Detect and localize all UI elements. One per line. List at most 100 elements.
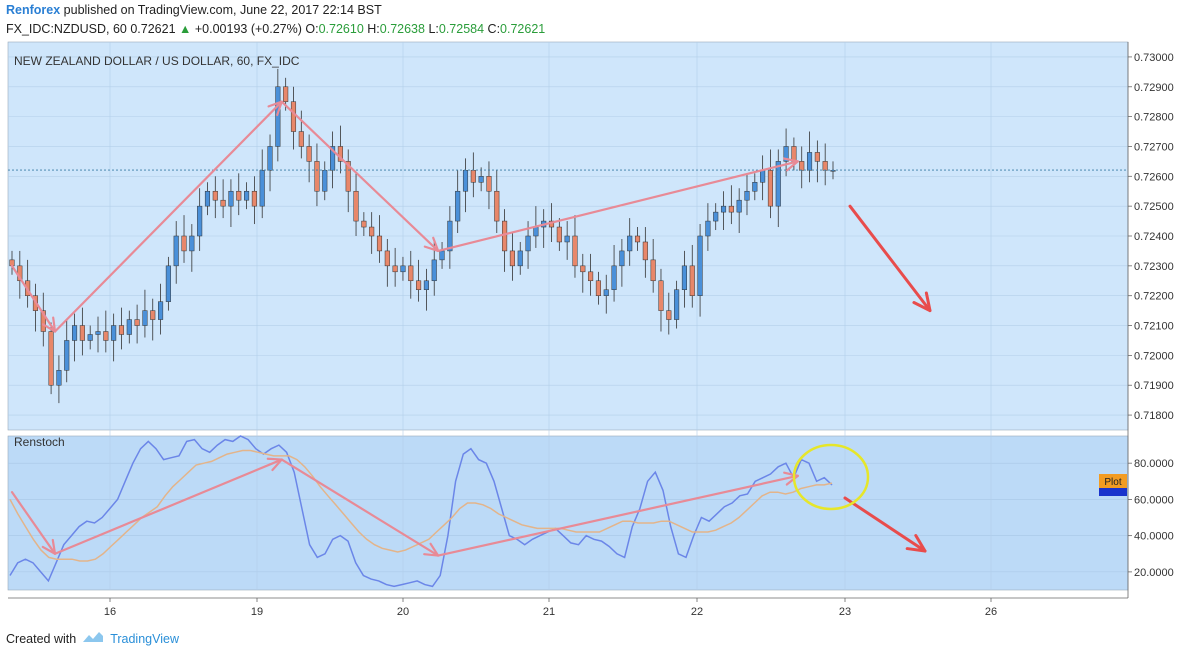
candle-body [220, 199, 226, 207]
ohlc-legend: FX_IDC:NZDUSD, 60 0.72621 ▲ +0.00193 (+0… [6, 22, 545, 36]
candle-body [369, 226, 375, 237]
stoch-projection-arrow-head [905, 534, 927, 553]
candle-body [502, 220, 508, 252]
stoch-trend-arrow [10, 491, 57, 555]
candle-body [572, 235, 578, 267]
stoch-trend-arrow [437, 474, 799, 557]
candle-body [158, 301, 164, 320]
candle-body [283, 86, 289, 102]
candle-body [228, 190, 234, 207]
price-change: +0.00193 (+0.27%) [194, 22, 302, 36]
candle-body [767, 170, 773, 207]
candle-body [509, 250, 515, 267]
price-tick-label: 0.72700 [1134, 141, 1174, 153]
candle-body [681, 265, 687, 290]
candle-body [56, 370, 62, 386]
candle-body [298, 131, 304, 147]
candle-body [306, 146, 312, 162]
trend-arrow-head [41, 316, 57, 333]
candle-body [470, 170, 476, 183]
trend-arrow [53, 100, 283, 333]
candle-body [314, 161, 320, 192]
candle-body [619, 250, 625, 267]
x-tick-label: 22 [691, 606, 703, 618]
candle-body [259, 170, 265, 207]
low-label: L: [428, 22, 439, 36]
trend-arrow [10, 264, 57, 333]
publish-header: Renforex published on TradingView.com, J… [6, 3, 382, 17]
candle-body [658, 280, 664, 311]
candle-body [142, 310, 148, 326]
candle-body [548, 220, 555, 228]
stoch-tick-label: 20.0000 [1134, 567, 1174, 579]
candle-body [150, 310, 156, 320]
candle-body [72, 325, 78, 341]
stoch-pane-title: Renstoch [14, 435, 65, 449]
trend-arrow [280, 100, 440, 253]
trend-arrow-head [783, 157, 799, 172]
candle-body [603, 289, 609, 296]
up-triangle-icon: ▲ [179, 22, 192, 36]
candle-body [361, 220, 367, 228]
candle-body [627, 235, 633, 252]
stoch-tick-label: 80.0000 [1134, 458, 1174, 470]
candle-body [103, 331, 109, 341]
projection-arrow [848, 204, 932, 313]
candle-body [290, 101, 297, 132]
candle-body [118, 325, 125, 335]
candle-body [588, 271, 594, 282]
candle-body [400, 265, 406, 273]
x-tick-label: 16 [104, 606, 116, 618]
candle-body [447, 220, 453, 252]
price-tick-label: 0.71900 [1134, 380, 1174, 392]
candle-body [775, 161, 781, 207]
x-tick-label: 23 [839, 606, 851, 618]
stoch-trend-arrow-head [41, 538, 57, 555]
author-name[interactable]: Renforex [6, 3, 61, 17]
candle-body [9, 259, 15, 267]
candle-body [478, 176, 484, 183]
candle-body [525, 235, 531, 252]
candle-body [564, 235, 570, 243]
open-label: O: [305, 22, 319, 36]
high-label: H: [367, 22, 380, 36]
price-tick-label: 0.72200 [1134, 291, 1174, 303]
candle-body [650, 259, 656, 282]
candle-body [126, 319, 132, 335]
candle-body [275, 86, 281, 147]
candle-body [416, 280, 422, 290]
price-tick-label: 0.71800 [1134, 410, 1174, 422]
candle-body [533, 226, 539, 237]
candle-body [642, 241, 648, 261]
high-value: 0.72638 [379, 22, 425, 36]
stoch-trend-arrow [280, 458, 440, 557]
candle-body [494, 190, 500, 222]
price-tick-label: 0.72900 [1134, 82, 1174, 94]
candle-body [134, 319, 140, 326]
candle-body [783, 146, 789, 162]
candle-body [431, 259, 437, 282]
tradingview-logo-icon[interactable] [82, 631, 104, 646]
stoch-tick-label: 60.0000 [1134, 494, 1174, 506]
candle-body [674, 289, 680, 320]
candle-body [720, 205, 727, 213]
stoch-trend-arrow-head [783, 471, 799, 486]
candle-body [713, 211, 719, 222]
stoch-tick-label: 40.0000 [1134, 531, 1174, 543]
x-tick-label: 26 [985, 606, 997, 618]
candle-body [267, 146, 273, 171]
candle-body [17, 265, 23, 282]
trend-arrow [437, 160, 799, 253]
candle-body [666, 310, 672, 320]
main-pane-title: NEW ZEALAND DOLLAR / US DOLLAR, 60, FX_I… [14, 54, 300, 68]
candle-body [87, 334, 93, 341]
candle-body [181, 235, 187, 252]
candle-body [439, 250, 445, 261]
svg-text:Plot: Plot [1104, 477, 1121, 488]
candle-body [111, 325, 117, 341]
low-value: 0.72584 [438, 22, 485, 36]
last-price: 0.72621 [130, 22, 176, 36]
tradingview-link[interactable]: TradingView [110, 631, 179, 646]
price-tick-label: 0.72000 [1134, 350, 1174, 362]
